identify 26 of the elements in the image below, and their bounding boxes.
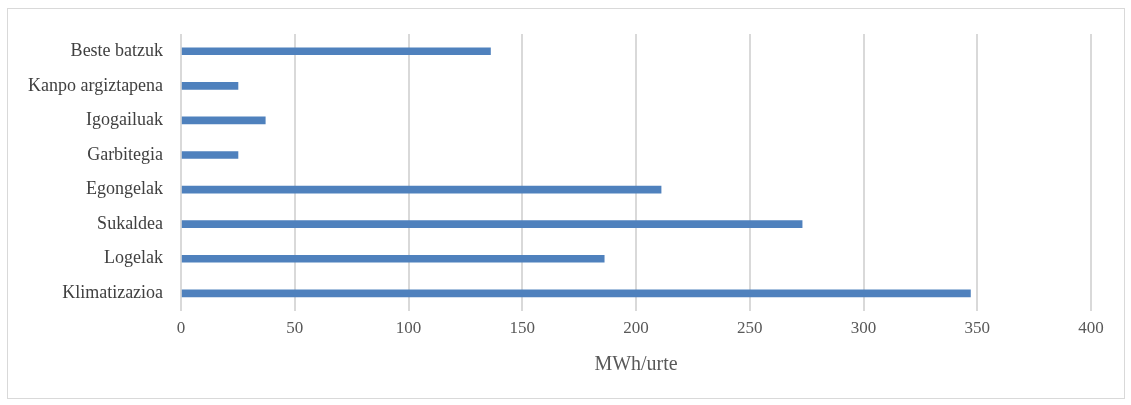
bar [181,151,239,159]
bar [181,185,662,194]
x-tick-label: 100 [395,318,422,338]
x-tick-label: 200 [623,318,649,338]
y-tick-label: Logelak [104,247,164,268]
x-tick-label: 0 [176,318,186,338]
y-tick-label: Garbitegia [87,143,164,164]
bar [181,82,239,90]
x-tick-label: 150 [509,318,536,338]
bar [181,47,491,56]
x-tick-label: 350 [964,318,991,338]
bar [181,220,803,228]
y-tick-label: Igogailuak [86,109,164,130]
x-axis-title: MWh/urte [594,352,678,375]
bar [181,289,971,298]
y-tick-label: Kanpo argiztapena [28,74,164,95]
y-tick-label: Beste batzuk [70,40,164,61]
y-tick-label: Sukaldea [97,212,164,233]
bar [181,116,266,125]
bar [181,254,605,263]
x-tick-label: 400 [1078,318,1104,338]
x-tick-label: 300 [850,318,877,338]
y-tick-label: Klimatizazioa [62,282,164,303]
x-tick-label: 250 [737,318,763,338]
x-tick-label: 50 [286,318,304,338]
y-tick-label: Egongelak [86,178,164,199]
